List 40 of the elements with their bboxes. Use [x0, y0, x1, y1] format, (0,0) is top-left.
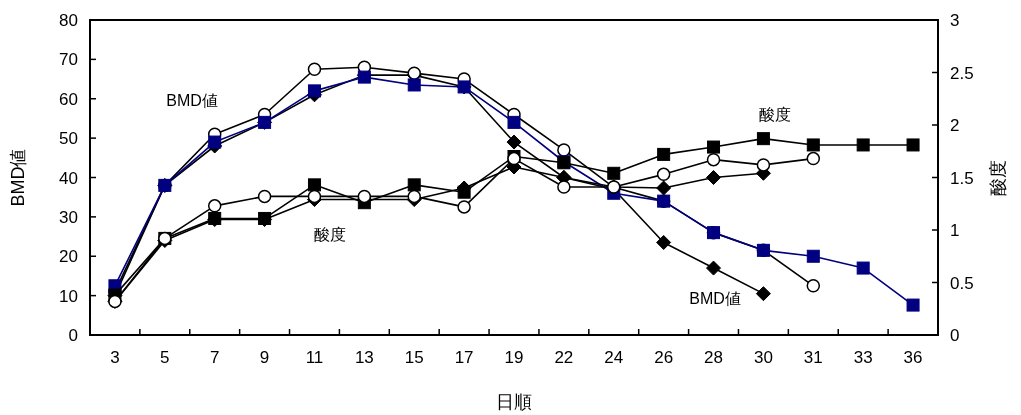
x-tick-label: 26 [654, 348, 674, 367]
y2-tick-label: 2 [950, 116, 960, 135]
x-tick-label: 9 [259, 348, 270, 367]
x-tick-label: 19 [504, 348, 524, 367]
x-tick-label: 28 [704, 348, 723, 367]
x-tick-label: 11 [305, 348, 324, 367]
x-axis-title: 日順 [496, 392, 532, 412]
y-tick-label: 20 [59, 247, 78, 267]
x-tick-label: 36 [903, 348, 923, 367]
x-tick-label: 30 [753, 348, 773, 367]
annotation: BMD値 [689, 290, 741, 307]
x-tick-label: 13 [354, 348, 374, 367]
y2-tick-label: 3 [950, 11, 960, 30]
y2-tick-label: 0.5 [950, 273, 974, 293]
y-axis-title: BMD値 [8, 148, 28, 207]
y-tick-label: 10 [59, 286, 78, 306]
y2-axis-title: 酸度 [988, 159, 1008, 196]
y2-tick-label: 0 [950, 326, 960, 345]
y-tick-label: 0 [68, 326, 78, 345]
x-tick-label: 15 [404, 348, 424, 367]
annotation: 酸度 [314, 226, 346, 243]
annotation: 酸度 [759, 106, 791, 123]
x-tick-label: 5 [160, 348, 170, 367]
y2-tick-label: 1 [950, 221, 960, 240]
y2-tick-label: 1.5 [950, 168, 974, 188]
y-tick-label: 80 [59, 11, 78, 30]
y-tick-label: 50 [59, 129, 78, 149]
annotation: BMD値 [166, 92, 218, 109]
y-tick-label: 70 [59, 50, 78, 70]
x-tick-label: 33 [853, 348, 873, 367]
x-tick-label: 31 [803, 348, 823, 367]
x-tick-label: 22 [554, 348, 574, 367]
x-tick-label: 7 [209, 348, 220, 367]
y2-tick-label: 2.5 [950, 63, 974, 83]
y-tick-label: 60 [59, 89, 78, 109]
x-tick-label: 3 [110, 348, 120, 367]
y-tick-label: 30 [59, 207, 78, 227]
x-tick-label: 24 [604, 348, 624, 367]
y-tick-label: 40 [59, 168, 78, 188]
x-tick-label: 17 [454, 348, 474, 367]
